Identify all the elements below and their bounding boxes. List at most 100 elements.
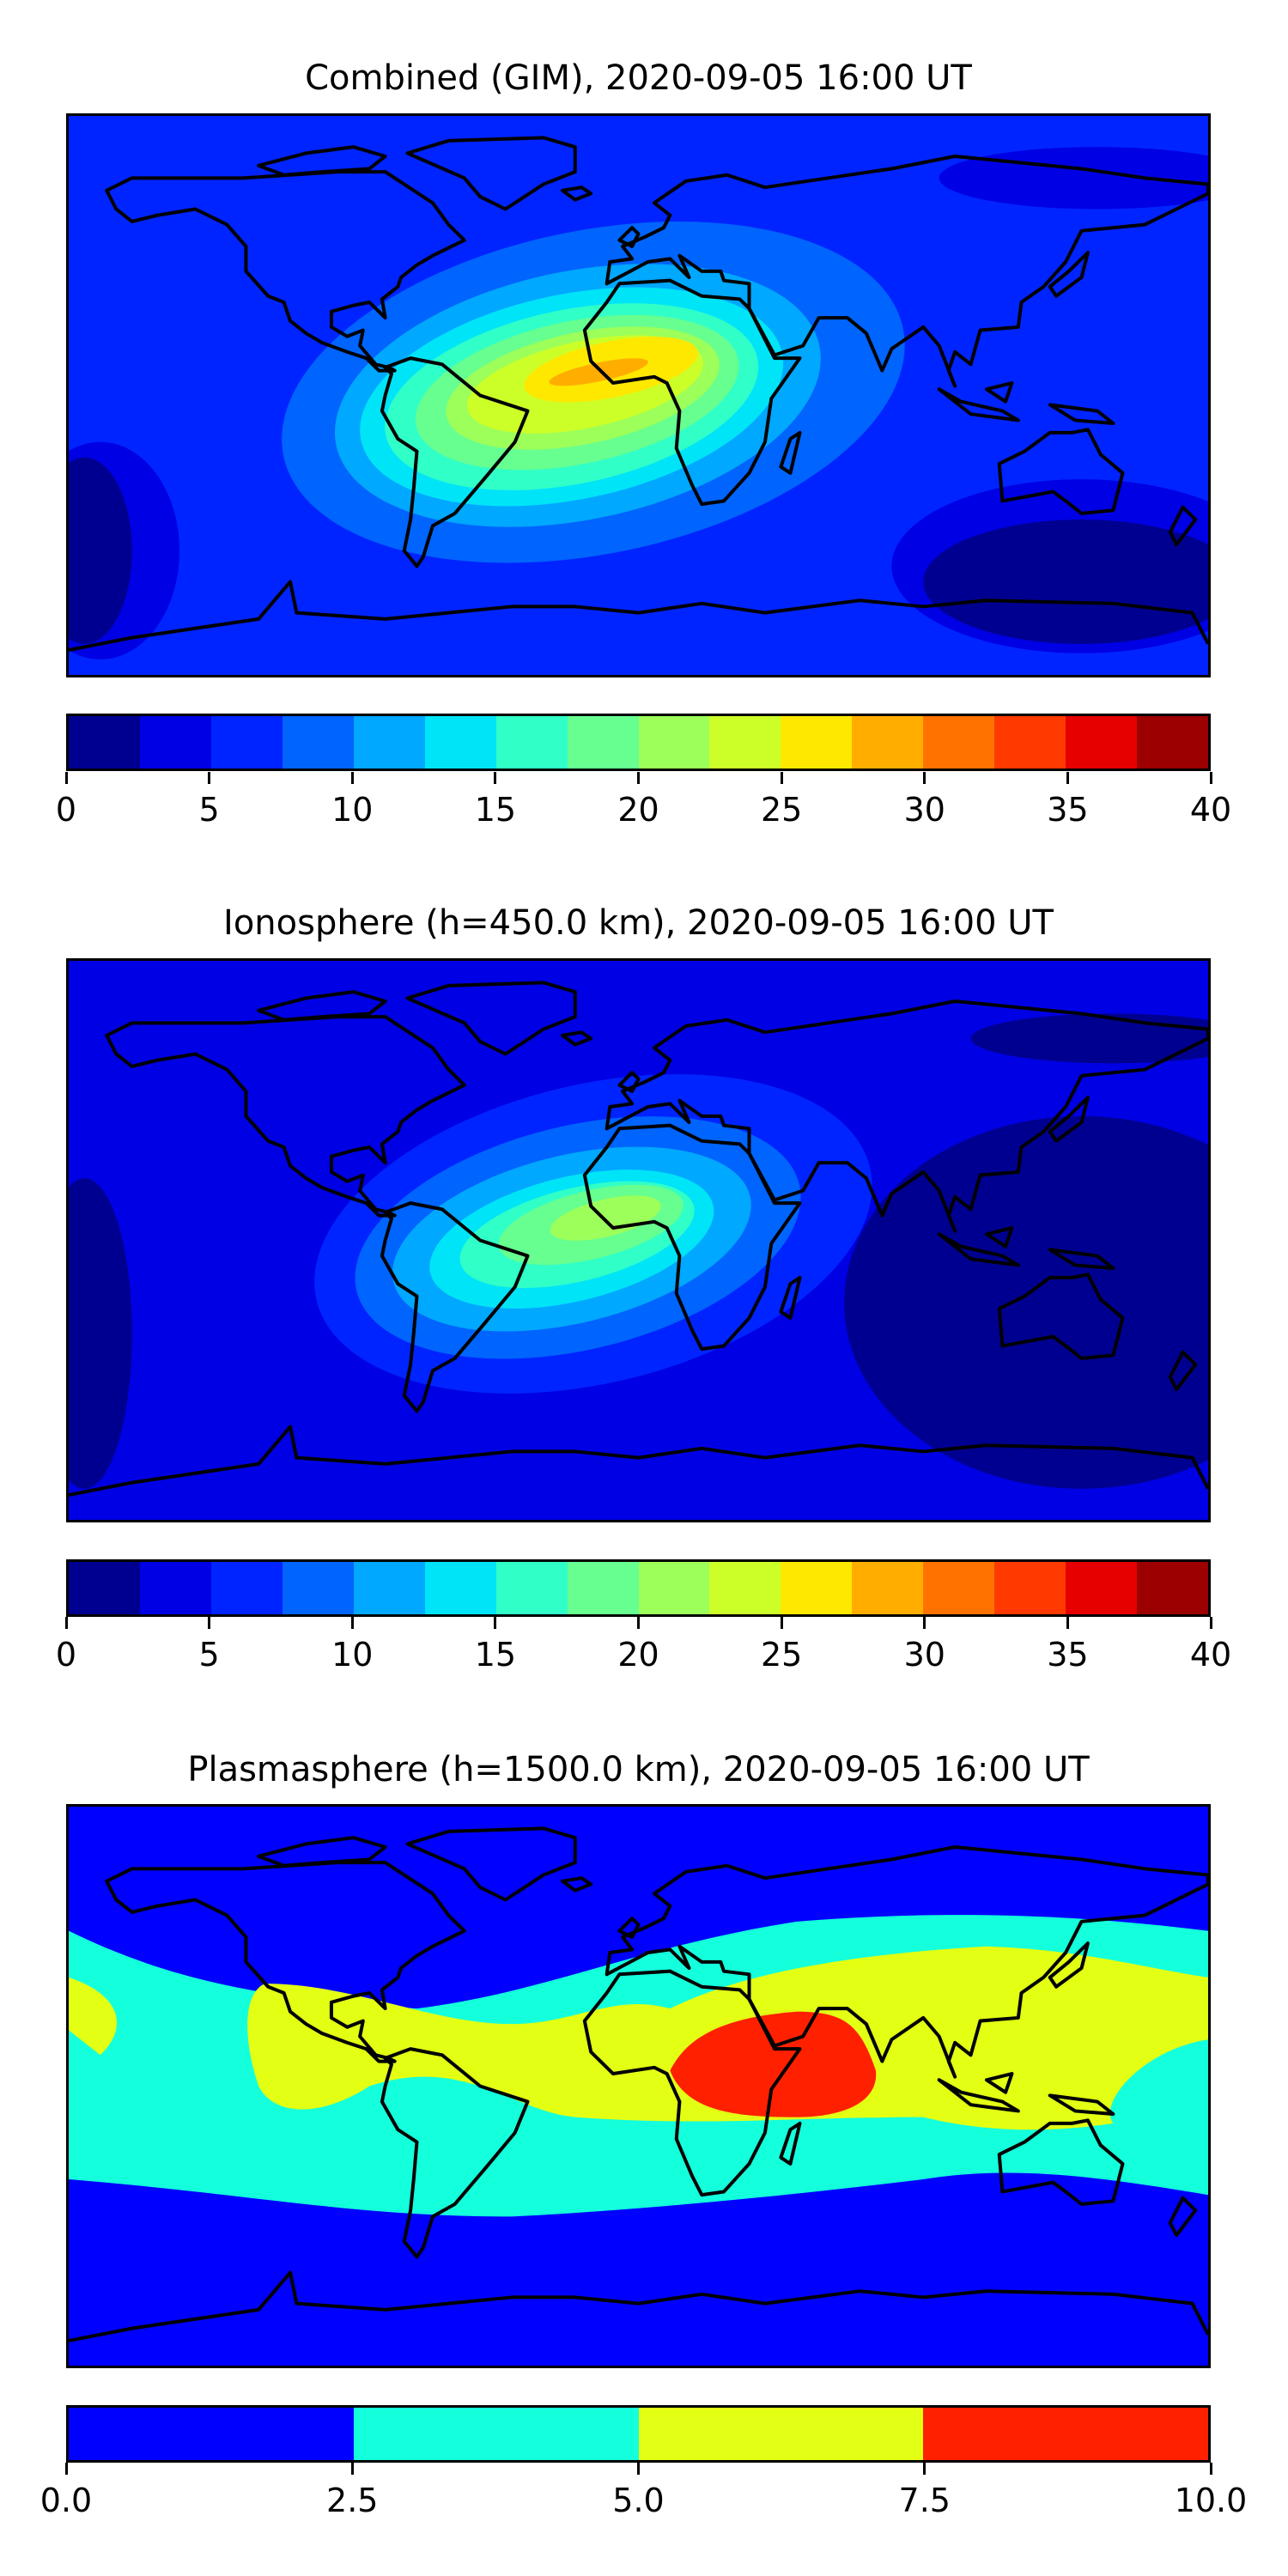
tick-mark <box>64 2463 68 2475</box>
tick-label: 0.0 <box>39 2482 93 2519</box>
tick-label: 0 <box>55 791 77 829</box>
tick-mark <box>64 772 68 784</box>
tick-label: 10.0 <box>1174 2482 1248 2519</box>
colorbar-ticks-plasmasphere: 0.0 2.5 5.0 7.5 10.0 <box>40 2463 1247 2519</box>
tick-mark <box>780 772 783 784</box>
tick-label: 20 <box>617 1636 659 1674</box>
colorbar-segment <box>994 1562 1066 1614</box>
field-contour <box>970 1013 1208 1064</box>
tick-label: 0 <box>55 1636 77 1674</box>
colorbar-segment <box>424 1562 496 1614</box>
colorbar-segment <box>781 716 853 769</box>
colorbar-segment <box>1066 1562 1138 1614</box>
colorbar-segment <box>781 1562 853 1614</box>
tick-label: 15 <box>474 791 517 829</box>
tick-label: 30 <box>903 791 945 829</box>
tick-mark <box>637 1617 640 1629</box>
colorbar-ionosphere <box>66 1559 1211 1617</box>
colorbar-combined <box>66 714 1211 771</box>
tick-mark <box>208 772 211 784</box>
tick-mark <box>637 772 640 784</box>
colorbar-segment <box>1137 1562 1208 1614</box>
colorbar-segment <box>69 1562 140 1614</box>
field-contour <box>69 457 132 644</box>
tick-label: 5 <box>198 791 220 829</box>
colorbar-segment <box>282 716 354 769</box>
colorbar-segment <box>1137 716 1208 769</box>
field-contour <box>549 358 648 386</box>
field-contour <box>69 1178 132 1489</box>
colorbar-segment <box>69 716 140 769</box>
map-ionosphere <box>66 958 1211 1522</box>
colorbar-segment <box>709 1562 781 1614</box>
tick-mark <box>1209 2463 1212 2475</box>
tick-mark <box>494 1617 497 1629</box>
tick-label: 5 <box>198 1636 220 1674</box>
colorbar-segment <box>923 1562 995 1614</box>
colorbar-segment <box>709 716 781 769</box>
map-plasmasphere <box>66 1804 1211 2368</box>
tick-mark <box>923 2463 927 2475</box>
colorbar-segment <box>638 2408 924 2460</box>
tick-mark <box>494 772 497 784</box>
colorbar-segment <box>353 2408 639 2460</box>
colorbar-segment <box>69 2408 354 2460</box>
tick-label: 2.5 <box>326 2482 379 2519</box>
colorbar-segment <box>495 1562 568 1614</box>
field-contour <box>923 519 1208 644</box>
panel-title-combined: Combined (GIM), 2020-09-05 16:00 UT <box>305 58 972 98</box>
panel-title-plasmasphere: Plasmasphere (h=1500.0 km), 2020-09-05 1… <box>187 1750 1090 1789</box>
field-contour <box>550 1195 661 1241</box>
field-contour <box>670 2011 877 2117</box>
colorbar-segment <box>353 1562 425 1614</box>
tick-label: 25 <box>760 791 803 829</box>
tick-mark <box>780 1617 783 1629</box>
colorbar-segment <box>852 1562 924 1614</box>
colorbar-segment <box>638 716 710 769</box>
colorbar-segment <box>567 1562 639 1614</box>
colorbar-segment <box>1066 716 1138 769</box>
tick-mark <box>64 1617 68 1629</box>
colorbar-segment <box>923 716 995 769</box>
tick-mark <box>1209 772 1212 784</box>
panel-title-ionosphere: Ionosphere (h=450.0 km), 2020-09-05 16:0… <box>223 903 1054 943</box>
tick-label: 15 <box>474 1636 517 1674</box>
colorbar-ticks-combined: 0 5 10 15 20 25 30 35 40 <box>56 772 1231 829</box>
tick-label: 10 <box>331 791 374 829</box>
tick-label: 20 <box>617 791 659 829</box>
colorbar-segment <box>994 716 1066 769</box>
tick-label: 35 <box>1047 791 1089 829</box>
colorbar-segment <box>139 716 211 769</box>
tick-mark <box>350 1617 354 1629</box>
tick-mark <box>637 2463 640 2475</box>
colorbar-segment <box>139 1562 211 1614</box>
tick-label: 5.0 <box>612 2482 665 2519</box>
tick-label: 30 <box>903 1636 945 1674</box>
tick-mark <box>350 2463 354 2475</box>
colorbar-segment <box>923 2408 1208 2460</box>
colorbar-segment <box>424 716 496 769</box>
field-contour <box>844 1115 1208 1489</box>
tick-mark <box>1066 772 1069 784</box>
colorbar-ticks-ionosphere: 0 5 10 15 20 25 30 35 40 <box>56 1617 1231 1674</box>
tick-label: 40 <box>1189 1636 1232 1674</box>
tick-mark <box>208 1617 211 1629</box>
tick-mark <box>1209 1617 1212 1629</box>
colorbar-segment <box>495 716 568 769</box>
map-combined-gim <box>66 113 1211 677</box>
colorbar-plasmasphere <box>66 2405 1211 2463</box>
colorbar-segment <box>353 716 425 769</box>
colorbar-segment <box>567 716 639 769</box>
tick-mark <box>1066 1617 1069 1629</box>
colorbar-segment <box>852 716 924 769</box>
colorbar-segment <box>282 1562 354 1614</box>
tick-label: 7.5 <box>898 2482 951 2519</box>
tick-label: 40 <box>1189 791 1232 829</box>
tick-mark <box>923 1617 927 1629</box>
field-contour <box>69 1977 118 2056</box>
colorbar-segment <box>210 716 283 769</box>
tick-label: 10 <box>331 1636 374 1674</box>
tick-label: 25 <box>760 1636 803 1674</box>
tick-mark <box>350 772 354 784</box>
colorbar-segment <box>210 1562 283 1614</box>
